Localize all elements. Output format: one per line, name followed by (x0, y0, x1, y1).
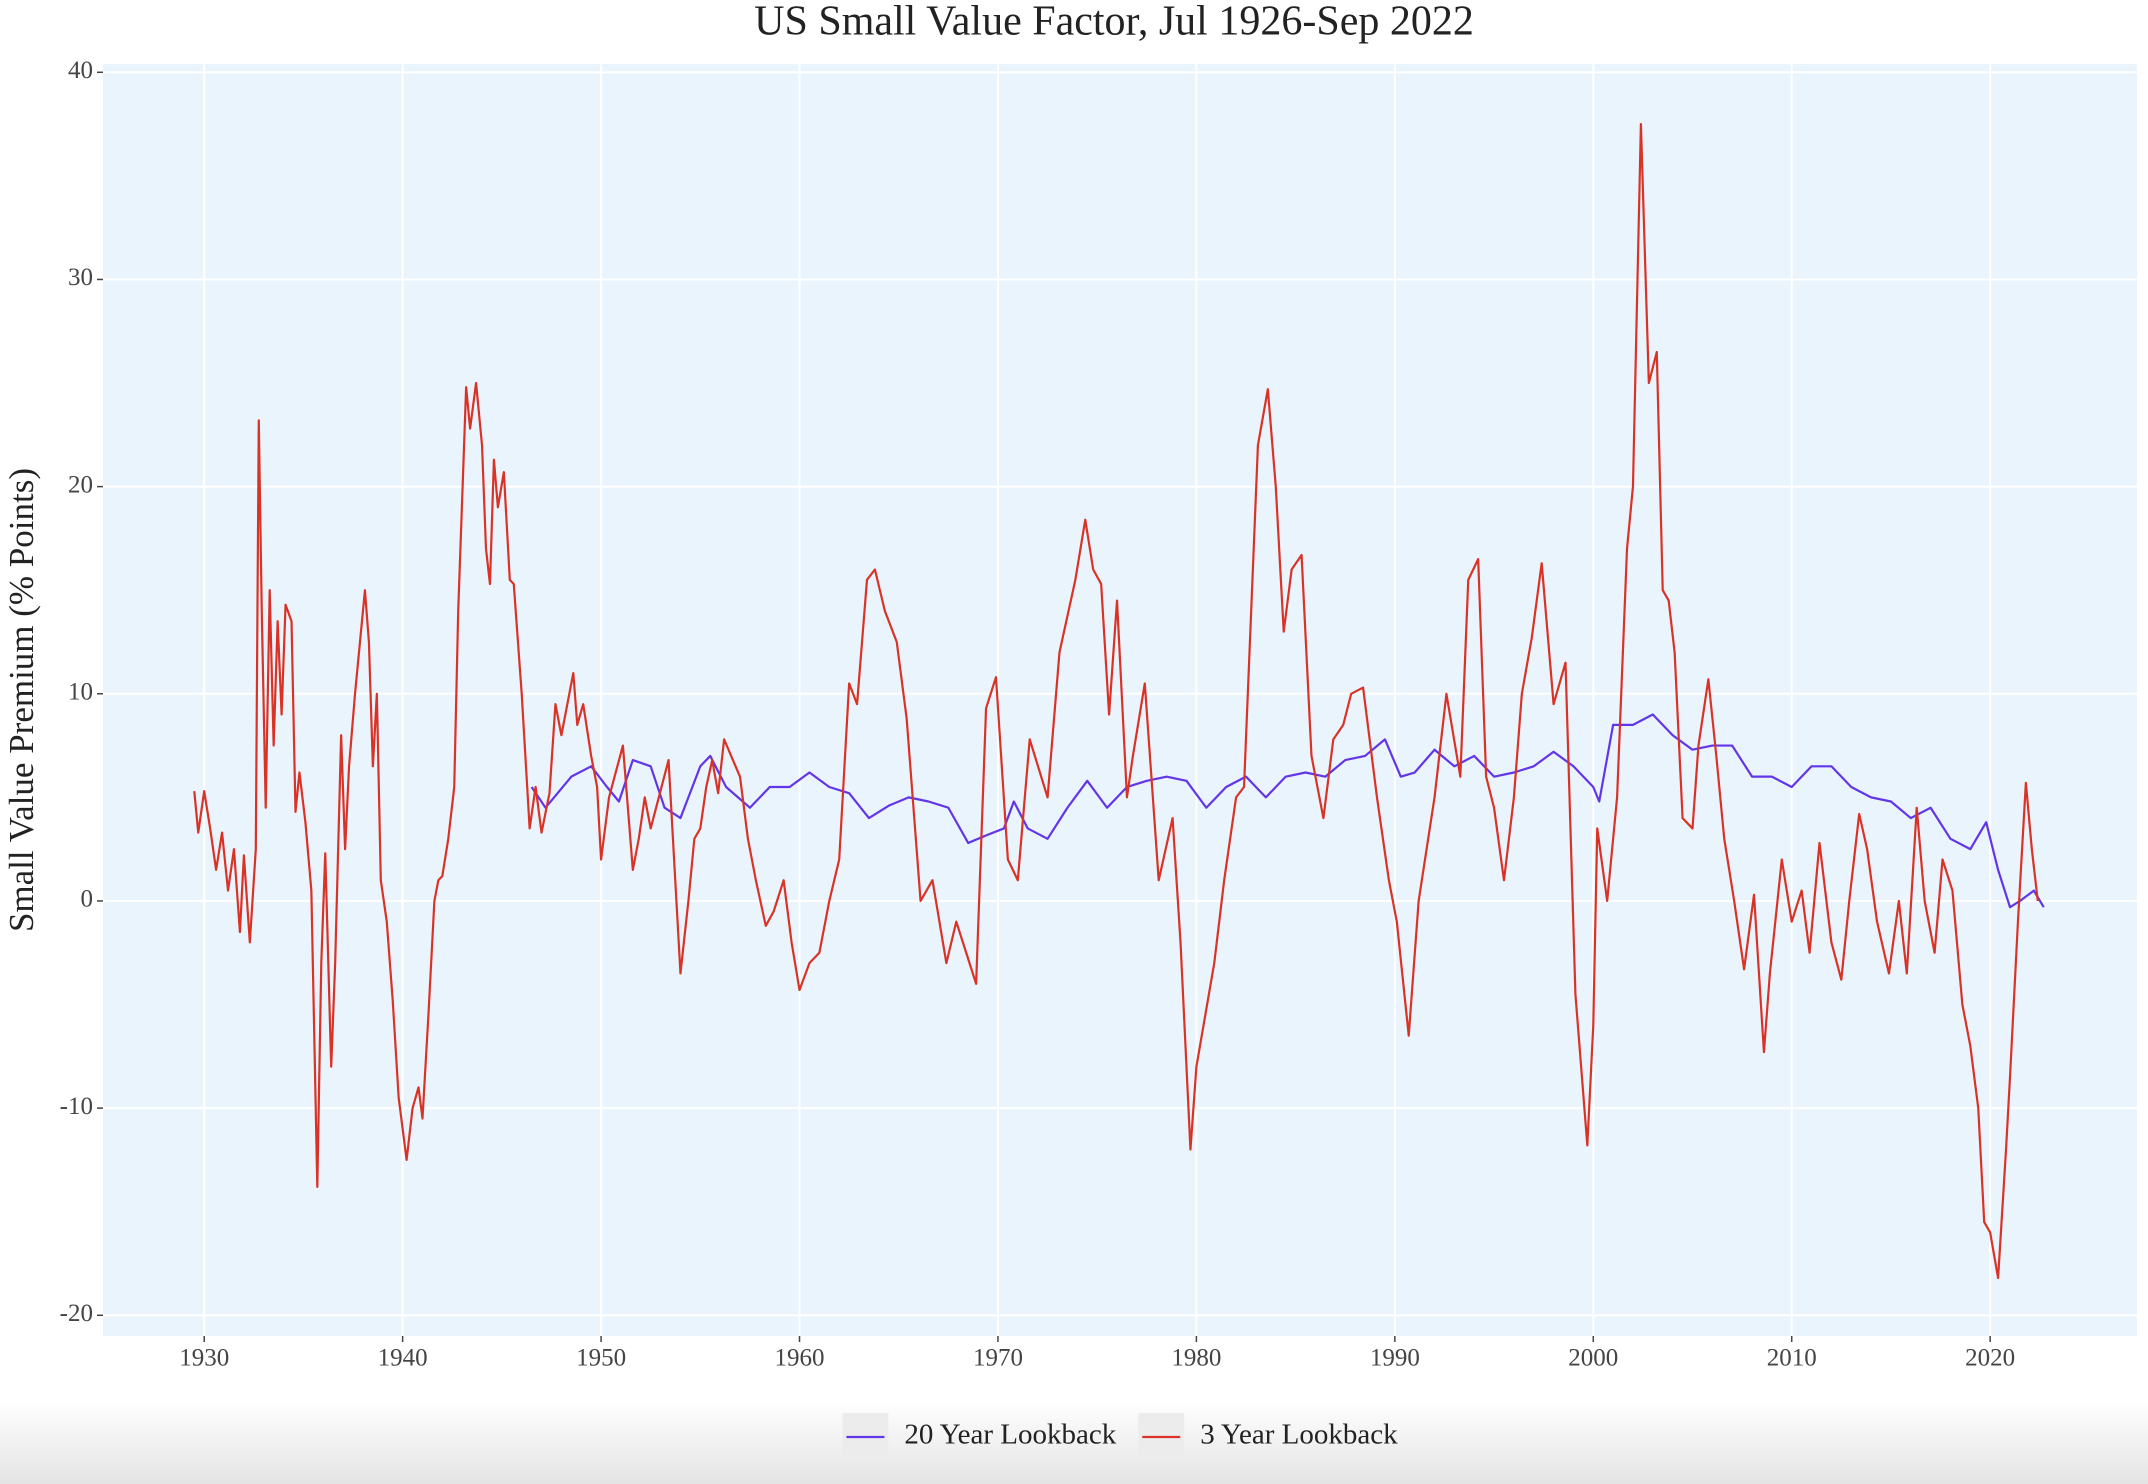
y-tick-label: -20 (60, 1300, 93, 1327)
y-axis-label: Small Value Premium (% Points) (2, 468, 41, 932)
x-tick-label: 1970 (973, 1345, 1023, 1372)
y-tick-label: 0 (81, 886, 94, 913)
x-tick-label: 2000 (1568, 1345, 1618, 1372)
x-tick-label: 1930 (179, 1345, 229, 1372)
x-tick-label: 1950 (576, 1345, 626, 1372)
x-tick-label: 2020 (1965, 1345, 2015, 1372)
x-tick-label: 1960 (775, 1345, 825, 1372)
legend-label: 3 Year Lookback (1200, 1419, 1398, 1451)
line-series (530, 713, 2045, 909)
line-series (193, 122, 2039, 1280)
y-tick-label: 10 (68, 679, 93, 706)
y-tick-label: -10 (60, 1093, 93, 1120)
y-tick-label: 20 (68, 471, 93, 498)
x-tick-label: 2010 (1767, 1345, 1817, 1372)
bottom-shade (0, 1400, 2148, 1484)
x-tick-label: 1990 (1370, 1345, 1420, 1372)
chart-title: US Small Value Factor, Jul 1926-Sep 2022 (754, 0, 1474, 45)
x-tick-label: 1940 (378, 1345, 428, 1372)
legend-label: 20 Year Lookback (904, 1419, 1116, 1451)
y-tick-label: 40 (68, 57, 93, 84)
y-tick-label: 30 (68, 264, 93, 291)
x-tick-label: 1980 (1171, 1345, 1221, 1372)
plot-background (103, 64, 2137, 1336)
legend: 20 Year Lookback 3 Year Lookback (842, 1413, 1398, 1461)
